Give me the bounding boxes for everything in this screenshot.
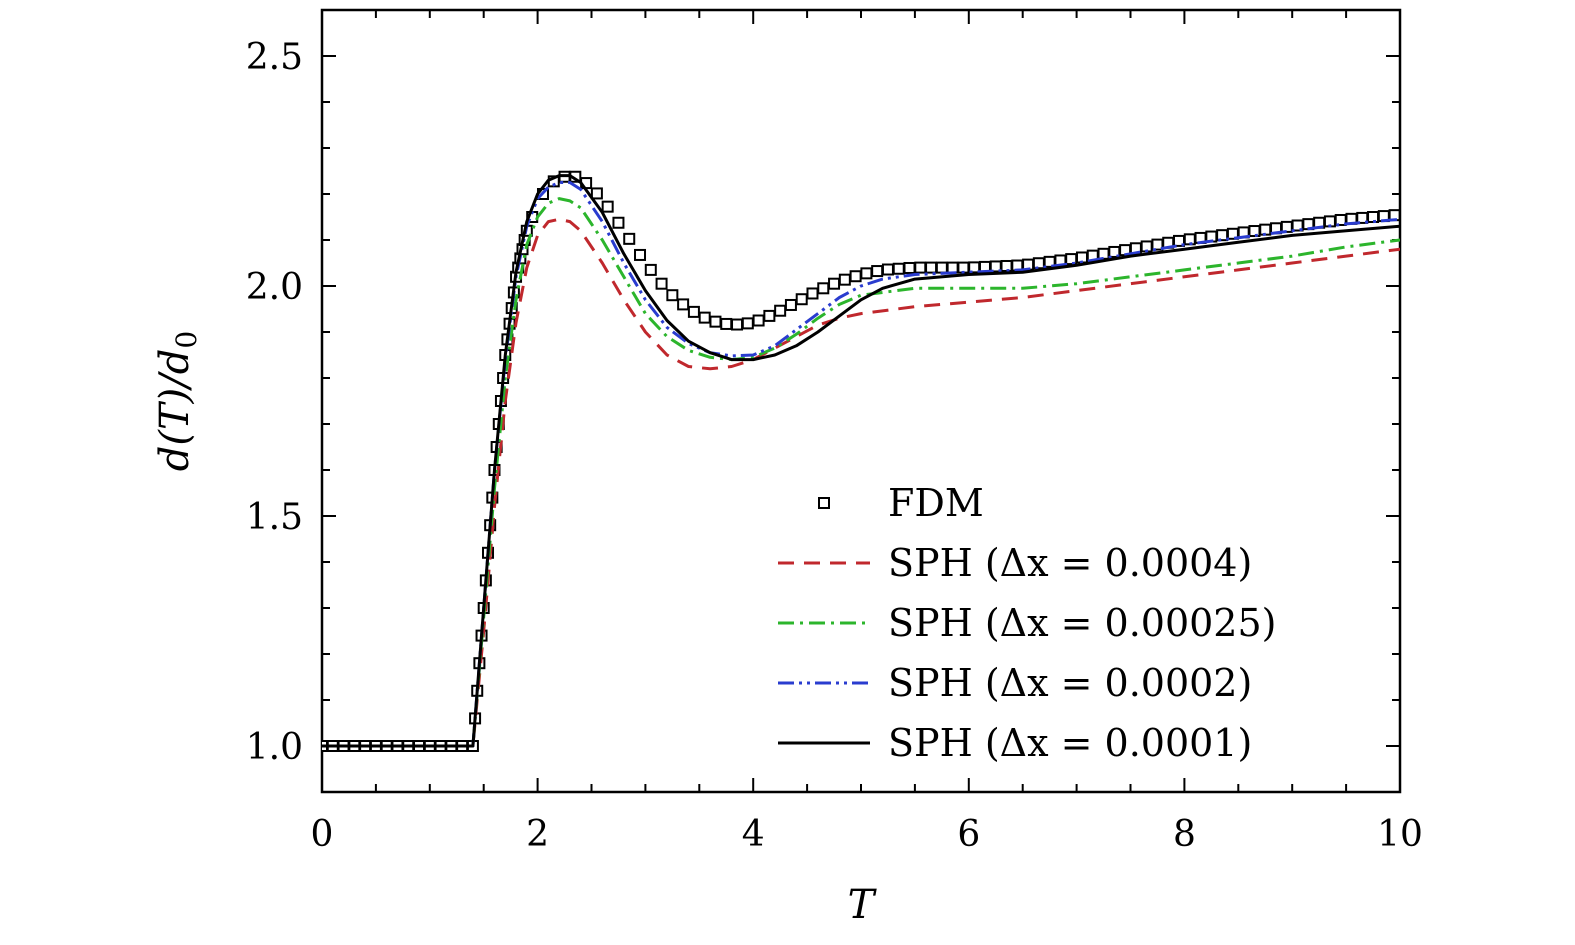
fdm-point bbox=[946, 261, 959, 274]
fdm-point bbox=[849, 270, 862, 283]
fdm-point bbox=[601, 200, 614, 213]
fdm-point bbox=[828, 277, 841, 290]
legend-label: SPH (Δx = 0.00025) bbox=[888, 601, 1276, 645]
series-2 bbox=[322, 197, 1400, 748]
fdm-point bbox=[784, 298, 797, 311]
fdm-point bbox=[925, 261, 938, 274]
legend-item: SPH (Δx = 0.0002) bbox=[778, 661, 1252, 705]
fdm-point bbox=[1280, 220, 1293, 233]
y-tick-label: 2.5 bbox=[246, 37, 303, 78]
legend-item: SPH (Δx = 0.00025) bbox=[778, 601, 1276, 645]
fdm-point bbox=[817, 282, 830, 295]
legend-item: SPH (Δx = 0.0004) bbox=[778, 541, 1252, 585]
legend-label: SPH (Δx = 0.0001) bbox=[888, 721, 1252, 765]
fdm-point bbox=[623, 232, 636, 245]
x-axis-ticks: 0 2 4 6 8 10 bbox=[311, 10, 1423, 855]
fdm-point bbox=[612, 216, 625, 229]
fdm-point bbox=[763, 309, 776, 322]
series-1 bbox=[322, 217, 1400, 748]
x-axis-title: T bbox=[848, 882, 878, 928]
fdm-point bbox=[838, 273, 851, 286]
legend-label: FDM bbox=[888, 481, 984, 525]
fdm-point bbox=[881, 263, 894, 276]
series-line bbox=[322, 217, 1400, 748]
series-line bbox=[322, 197, 1400, 748]
fdm-point bbox=[677, 298, 690, 311]
x-tick-label: 8 bbox=[1173, 814, 1196, 855]
y-axis-title: d(T)/d0 bbox=[152, 331, 203, 471]
fdm-point bbox=[741, 317, 754, 330]
fdm-point bbox=[698, 311, 711, 324]
x-tick-label: 6 bbox=[957, 814, 980, 855]
fdm-point bbox=[1216, 229, 1229, 242]
legend-item: SPH (Δx = 0.0001) bbox=[778, 721, 1252, 765]
fdm-point bbox=[655, 277, 668, 290]
fdm-point bbox=[860, 267, 873, 280]
y-tick-label: 1.0 bbox=[246, 727, 303, 768]
fdm-point bbox=[892, 262, 905, 275]
series-4 bbox=[322, 174, 1400, 748]
fdm-point bbox=[752, 314, 765, 327]
y-tick-label: 1.5 bbox=[246, 497, 303, 538]
legend-label: SPH (Δx = 0.0002) bbox=[888, 661, 1252, 705]
x-tick-label: 10 bbox=[1377, 814, 1423, 855]
x-tick-label: 0 bbox=[311, 814, 334, 855]
fdm-point bbox=[687, 305, 700, 318]
fdm-point bbox=[1248, 225, 1261, 238]
fdm-point bbox=[903, 261, 916, 274]
fdm-point bbox=[720, 317, 733, 330]
fdm-point bbox=[709, 315, 722, 328]
y-axis-ticks: 1.0 1.5 2.0 2.5 bbox=[246, 37, 1400, 768]
fdm-point bbox=[634, 248, 647, 261]
fdm-point bbox=[590, 187, 603, 200]
fdm-point bbox=[795, 293, 808, 306]
legend-label: SPH (Δx = 0.0004) bbox=[888, 541, 1252, 585]
legend-marker bbox=[818, 497, 830, 509]
fdm-point bbox=[774, 304, 787, 317]
legend-item: FDM bbox=[818, 481, 984, 525]
series-line bbox=[322, 174, 1400, 748]
fdm-point bbox=[935, 261, 948, 274]
fdm-point bbox=[731, 318, 744, 331]
fdm-point bbox=[914, 261, 927, 274]
x-tick-label: 2 bbox=[526, 814, 549, 855]
fdm-point bbox=[644, 263, 657, 276]
series-layer bbox=[322, 170, 1400, 752]
fdm-point bbox=[806, 287, 819, 300]
y-tick-label: 2.0 bbox=[246, 267, 303, 308]
fdm-point bbox=[1032, 257, 1045, 270]
fdm-point bbox=[871, 265, 884, 278]
legend: FDM SPH (Δx = 0.0004) SPH (Δx = 0.00025) SP… bbox=[778, 481, 1276, 765]
fdm-point bbox=[666, 289, 679, 302]
fdm-point bbox=[1097, 247, 1110, 260]
x-tick-label: 4 bbox=[742, 814, 765, 855]
